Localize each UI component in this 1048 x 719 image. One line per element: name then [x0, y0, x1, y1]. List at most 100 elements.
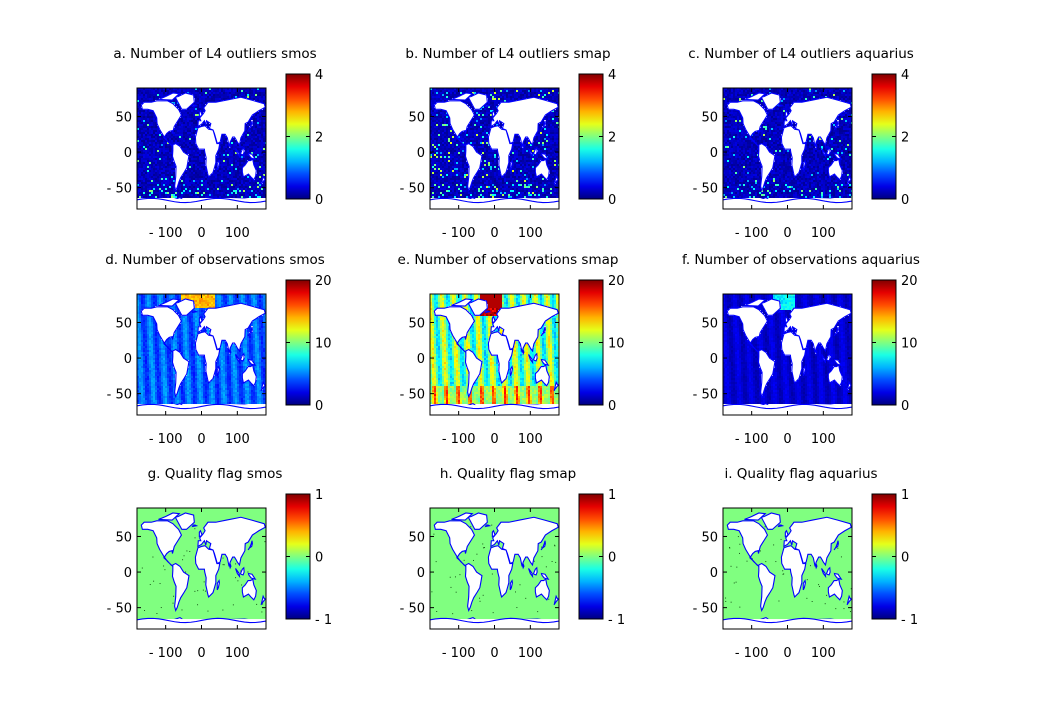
x-tick-label: 100	[811, 646, 836, 661]
colorbar-tick-label: 0	[608, 551, 616, 566]
y-tick-label: - 50	[107, 388, 132, 403]
colorbar-tick-label: 4	[315, 68, 323, 83]
x-tick-label: 0	[490, 432, 498, 447]
y-tick-label: 0	[710, 146, 718, 161]
subplot-title: f. Number of observations aquarius	[682, 252, 920, 268]
y-tick-label: - 50	[107, 182, 132, 197]
y-tick-label: - 50	[693, 388, 718, 403]
map-field	[723, 294, 853, 422]
colorbar-tick-label: 0	[608, 193, 616, 208]
x-tick-label: 0	[783, 432, 791, 447]
land-mass	[816, 351, 817, 354]
x-tick-label: - 100	[442, 432, 476, 447]
x-tick-label: 0	[783, 646, 791, 661]
subplot-b: b. Number of L4 outliers smap 50 0 - 50 - 10…	[400, 46, 617, 241]
x-tick-label: - 100	[735, 226, 769, 241]
map-field	[723, 508, 853, 636]
subplot-d: d. Number of observations smos 50 0 - 50 - 1…	[105, 252, 331, 447]
x-tick-label: 0	[783, 226, 791, 241]
map-field	[430, 88, 560, 216]
x-tick-label: 100	[811, 432, 836, 447]
y-tick-label: 50	[408, 316, 425, 331]
colorbar-tick-label: 0	[901, 551, 909, 566]
y-tick-label: 50	[115, 110, 132, 125]
subplot-title: i. Quality flag aquarius	[724, 466, 877, 482]
x-tick-label: - 100	[149, 226, 183, 241]
subplot-a: a. Number of L4 outliers smos 50 0 - 50 - 10…	[107, 46, 324, 241]
x-tick-label: - 100	[442, 226, 476, 241]
x-tick-label: 100	[811, 226, 836, 241]
colorbar-tick-label: 20	[315, 274, 332, 289]
land-mass	[230, 565, 231, 568]
y-tick-label: 50	[701, 530, 718, 545]
x-tick-label: 100	[225, 226, 250, 241]
x-tick-label: 0	[197, 432, 205, 447]
x-tick-label: 100	[225, 432, 250, 447]
land-mass	[779, 525, 783, 526]
y-tick-label: - 50	[400, 602, 425, 617]
land-mass	[193, 311, 197, 312]
y-tick-label: - 50	[400, 182, 425, 197]
x-tick-label: 0	[197, 646, 205, 661]
subplot-title: g. Quality flag smos	[148, 466, 283, 482]
colorbar-tick-label: 10	[315, 337, 332, 352]
y-tick-label: 0	[417, 352, 425, 367]
y-tick-label: 50	[115, 530, 132, 545]
y-tick-label: 0	[417, 566, 425, 581]
land-mass	[230, 351, 231, 354]
x-tick-label: 0	[490, 646, 498, 661]
colorbar-tick-label: 2	[608, 131, 616, 146]
y-tick-label: - 50	[107, 602, 132, 617]
colorbar-tick-label: 20	[608, 274, 625, 289]
map-field	[137, 294, 267, 422]
land-mass	[230, 145, 231, 148]
colorbar-tick-label: 0	[315, 193, 323, 208]
y-tick-label: 0	[124, 566, 132, 581]
map-field	[137, 508, 266, 636]
colorbar-tick-label: 0	[608, 399, 616, 414]
x-tick-label: 100	[518, 226, 543, 241]
subplot-title: b. Number of L4 outliers smap	[405, 46, 610, 62]
y-tick-label: 50	[115, 316, 132, 331]
colorbar-tick-label: - 1	[608, 613, 625, 628]
x-tick-label: - 100	[149, 646, 183, 661]
subplot-c: c. Number of L4 outliers aquarius 50 0 - 50…	[688, 46, 914, 241]
subplot-title: a. Number of L4 outliers smos	[113, 46, 316, 62]
land-mass	[193, 525, 197, 526]
colorbar-tick-label: 20	[901, 274, 918, 289]
x-tick-label: - 100	[149, 432, 183, 447]
land-mass	[779, 105, 783, 106]
y-tick-label: 50	[701, 110, 718, 125]
land-mass	[486, 105, 490, 106]
map-field	[430, 294, 560, 422]
y-tick-label: - 50	[693, 182, 718, 197]
colorbar-tick-label: 0	[901, 193, 909, 208]
colorbar-tick-label: 0	[901, 399, 909, 414]
land-mass	[193, 105, 197, 106]
colorbar-tick-label: 2	[901, 131, 909, 146]
x-tick-label: - 100	[735, 432, 769, 447]
map-field	[430, 508, 560, 636]
x-tick-label: 0	[490, 226, 498, 241]
land-mass	[523, 145, 524, 148]
land-mass	[523, 565, 524, 568]
subplot-title: c. Number of L4 outliers aquarius	[688, 46, 914, 62]
y-tick-label: - 50	[400, 388, 425, 403]
y-tick-label: 0	[124, 352, 132, 367]
colorbar-tick-label: 0	[315, 551, 323, 566]
land-mass	[779, 311, 783, 312]
y-tick-label: 50	[408, 110, 425, 125]
colorbar-tick-label: 10	[901, 337, 918, 352]
y-tick-label: 0	[124, 146, 132, 161]
y-tick-label: - 50	[693, 602, 718, 617]
colorbar-tick-label: - 1	[901, 613, 918, 628]
land-mass	[486, 525, 490, 526]
land-mass	[486, 311, 490, 312]
subplot-title: d. Number of observations smos	[105, 252, 325, 268]
colorbar-tick-label: 1	[315, 488, 323, 503]
